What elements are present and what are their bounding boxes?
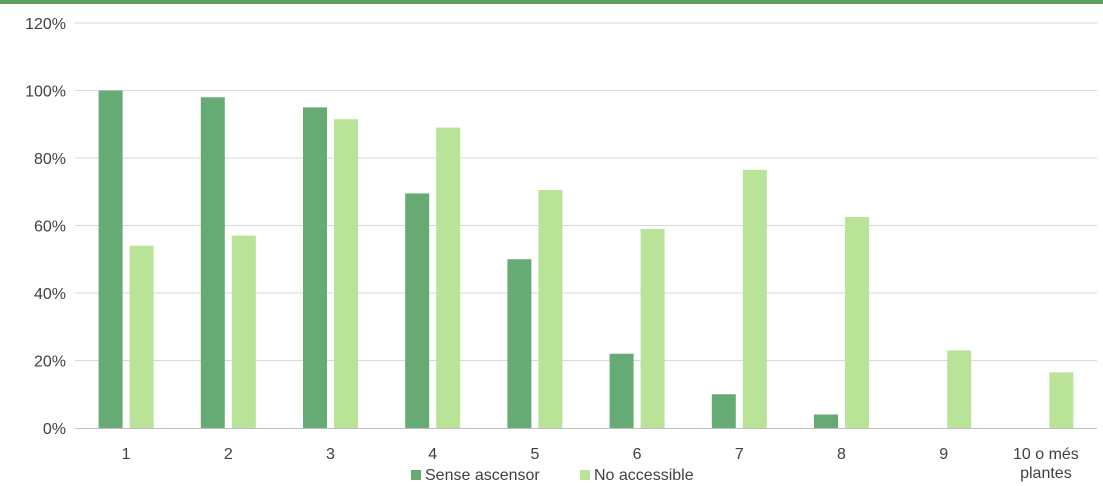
chart-top-border <box>0 0 1103 4</box>
bar-sense-ascensor <box>814 414 838 428</box>
bar-no-accessible <box>742 169 767 428</box>
legend-swatch <box>411 470 421 480</box>
bar-sense-ascensor <box>200 97 225 428</box>
y-tick-label: 20% <box>34 354 66 371</box>
x-axis-category-labels: 1 2 3 4 5 6 7 8 9 10 o més plantes <box>122 446 1079 482</box>
x-category-label: 3 <box>326 446 335 463</box>
bar-no-accessible <box>129 245 154 428</box>
bar-sense-ascensor <box>507 259 532 428</box>
x-category-label: 8 <box>837 446 846 463</box>
x-category-label: 9 <box>939 446 948 463</box>
bar-no-accessible <box>845 217 869 428</box>
bar-no-accessible <box>947 350 972 428</box>
bar-sense-ascensor <box>303 107 327 428</box>
bar-no-accessible <box>436 127 461 428</box>
x-category-label: 7 <box>735 446 744 463</box>
y-tick-label: 40% <box>34 286 66 303</box>
legend-label: Sense ascensor <box>425 467 540 484</box>
legend: Sense ascensor No accessible <box>411 467 694 484</box>
legend-label: No accessible <box>594 467 694 484</box>
bar-no-accessible <box>1049 372 1074 428</box>
x-category-label: 6 <box>633 446 642 463</box>
x-category-label: 2 <box>224 446 233 463</box>
y-tick-label: 0% <box>43 421 66 438</box>
y-tick-label: 80% <box>34 151 66 168</box>
bar-no-accessible <box>640 228 665 428</box>
bar-sense-ascensor <box>711 394 736 428</box>
x-category-label: 1 <box>122 446 131 463</box>
bar-no-accessible <box>334 119 358 428</box>
x-category-label: 4 <box>428 446 437 463</box>
bar-sense-ascensor <box>98 90 123 428</box>
y-tick-label: 60% <box>34 219 66 236</box>
bar-no-accessible <box>231 235 256 428</box>
legend-swatch <box>580 470 590 480</box>
bar-sense-ascensor <box>609 353 634 428</box>
bar-no-accessible <box>538 190 563 428</box>
y-tick-label: 120% <box>25 16 66 33</box>
gridlines <box>75 22 1097 361</box>
x-category-label: 5 <box>530 446 539 463</box>
y-tick-label: 100% <box>25 84 66 101</box>
x-category-label: 10 o més plantes <box>1013 446 1079 482</box>
y-axis-tick-labels: 0% 20% 40% 60% 80% 100% 120% <box>25 16 66 438</box>
bars <box>98 90 1074 428</box>
bar-sense-ascensor <box>405 193 430 428</box>
